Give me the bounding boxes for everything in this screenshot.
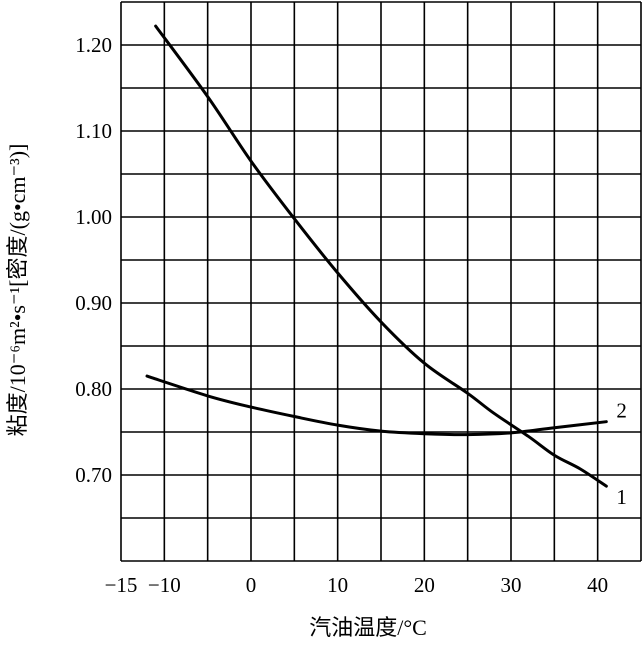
x-tick-label: −15 — [105, 573, 138, 597]
x-tick-label: 10 — [327, 573, 348, 597]
y-tick-label: 1.10 — [75, 119, 112, 143]
x-tick-label: 30 — [501, 573, 522, 597]
y-tick-label: 0.80 — [75, 377, 112, 401]
y-tick-label: 1.20 — [75, 33, 112, 57]
y-axis-title: 粘度/10⁻⁶m²•s⁻¹[密度/(g•cm⁻³)] — [5, 144, 30, 437]
series-line-2 — [145, 374, 608, 437]
grid — [120, 1, 642, 562]
x-tick-label: 40 — [587, 573, 608, 597]
series-line-1 — [154, 24, 608, 488]
x-tick-labels: −15 −10 0 10 20 30 40 — [105, 573, 609, 597]
x-tick-label: 20 — [414, 573, 435, 597]
series-label-1: 1 — [616, 485, 627, 509]
series-label-2: 2 — [616, 399, 627, 423]
y-tick-labels: 0.70 0.80 0.90 1.00 1.10 1.20 — [75, 33, 112, 487]
x-axis-title: 汽油温度/°C — [309, 615, 427, 640]
y-tick-label: 0.70 — [75, 463, 112, 487]
y-tick-label: 0.90 — [75, 291, 112, 315]
x-tick-label: 0 — [246, 573, 257, 597]
series-layer — [145, 24, 608, 488]
series-labels: 12 — [616, 399, 627, 510]
y-tick-label: 1.00 — [75, 205, 112, 229]
x-tick-label: −10 — [148, 573, 181, 597]
